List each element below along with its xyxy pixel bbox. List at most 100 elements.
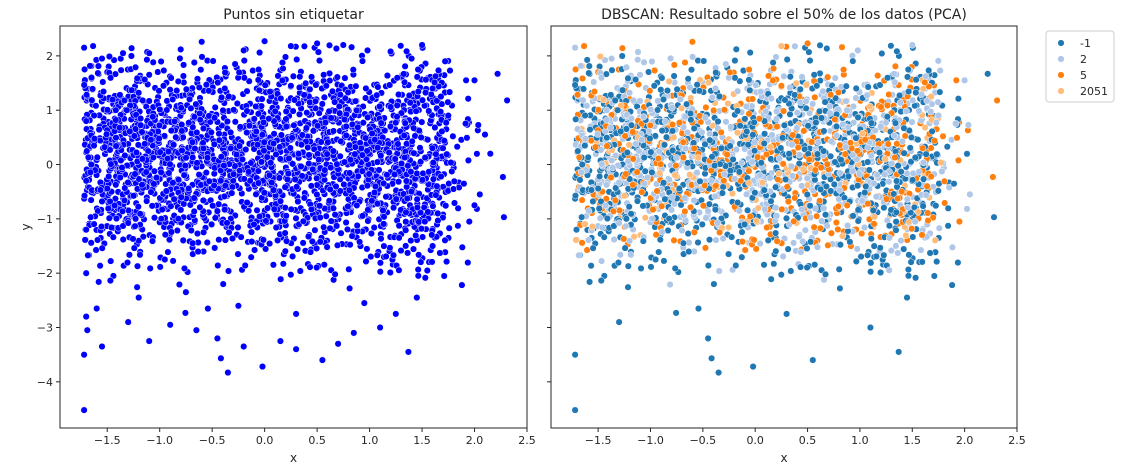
scatter-point <box>82 313 90 321</box>
scatter-point <box>349 66 357 74</box>
scatter-point <box>260 189 268 197</box>
scatter-point <box>98 55 106 63</box>
scatter-point <box>313 244 321 252</box>
scatter-point <box>141 76 149 84</box>
scatter-point <box>373 158 381 166</box>
scatter-point--1 <box>583 56 591 64</box>
x-tick-label: 1.5 <box>413 434 431 447</box>
scatter-point <box>336 152 344 160</box>
scatter-point <box>98 244 106 252</box>
scatter-point <box>437 93 445 101</box>
scatter-point--1 <box>687 66 696 74</box>
scatter-point <box>392 195 400 203</box>
scatter-point <box>391 155 399 163</box>
scatter-point <box>448 167 456 175</box>
scatter-point <box>177 45 185 53</box>
scatter-point <box>141 140 149 148</box>
scatter-point--1 <box>912 274 920 282</box>
scatter-point--1 <box>587 262 595 270</box>
scatter-point-5 <box>583 246 591 254</box>
scatter-point-2 <box>693 169 701 177</box>
scatter-point <box>160 66 168 75</box>
scatter-point <box>177 193 185 201</box>
scatter-point <box>177 206 185 214</box>
scatter-point-5 <box>762 150 771 158</box>
scatter-point <box>193 75 202 83</box>
scatter-point <box>211 244 219 252</box>
scatter-point <box>300 91 308 99</box>
scatter-point <box>112 214 121 223</box>
scatter-point--1 <box>909 233 917 241</box>
scatter-point--1 <box>827 187 835 195</box>
scatter-point-5 <box>651 66 659 75</box>
scatter-point <box>440 272 448 280</box>
scatter-point <box>276 197 285 205</box>
scatter-point <box>294 245 302 253</box>
scatter-point <box>180 264 189 272</box>
scatter-point-5 <box>690 228 698 236</box>
scatter-point-2 <box>849 167 857 175</box>
scatter-point <box>106 277 114 285</box>
scatter-point-2051 <box>754 204 762 212</box>
scatter-point-2 <box>871 127 879 135</box>
scatter-point-5 <box>927 172 935 181</box>
scatter-point-5 <box>712 182 720 190</box>
scatter-point <box>255 66 263 74</box>
scatter-point <box>421 274 429 282</box>
scatter-point-2 <box>681 194 689 202</box>
scatter-point <box>328 87 337 95</box>
scatter-point-2 <box>640 58 648 66</box>
scatter-point-5 <box>748 95 757 103</box>
scatter-point-5 <box>939 132 947 140</box>
scatter-point-5 <box>738 238 746 246</box>
scatter-point--1 <box>907 158 915 166</box>
scatter-point <box>417 225 426 233</box>
scatter-point <box>407 168 415 176</box>
scatter-point--1 <box>749 131 757 139</box>
scatter-point-5 <box>754 153 762 161</box>
scatter-point <box>438 127 446 135</box>
scatter-point <box>203 154 212 162</box>
scatter-point <box>221 206 229 214</box>
scatter-point <box>130 192 138 200</box>
scatter-point <box>245 168 253 176</box>
scatter-point <box>190 207 198 215</box>
scatter-point <box>351 143 359 151</box>
scatter-point <box>267 159 275 167</box>
scatter-point--1 <box>782 214 791 222</box>
scatter-point--1 <box>900 124 908 132</box>
scatter-point <box>380 213 388 221</box>
scatter-point <box>395 222 403 230</box>
scatter-point-5 <box>780 107 788 115</box>
scatter-point <box>81 65 89 73</box>
scatter-point <box>270 186 278 194</box>
scatter-point <box>481 131 489 139</box>
scatter-point-5 <box>891 62 899 70</box>
scatter-point-2051 <box>775 170 783 178</box>
scatter-point--1 <box>584 153 592 161</box>
scatter-point <box>103 130 111 138</box>
scatter-point--1 <box>645 68 653 76</box>
scatter-point--1 <box>903 73 912 81</box>
scatter-point <box>274 236 282 244</box>
scatter-point <box>313 39 321 47</box>
scatter-point--1 <box>622 215 630 223</box>
scatter-point--1 <box>728 233 736 241</box>
scatter-point <box>198 53 206 61</box>
scatter-point <box>379 206 387 214</box>
scatter-point <box>112 134 120 142</box>
scatter-point <box>264 204 272 212</box>
scatter-point <box>294 198 302 206</box>
scatter-point <box>119 235 127 244</box>
scatter-point <box>199 124 208 132</box>
x-tick-label: 0.5 <box>308 434 326 447</box>
scatter-point <box>418 118 426 126</box>
scatter-point-5 <box>769 64 778 73</box>
scatter-point-2 <box>927 108 935 116</box>
scatter-point <box>243 129 251 137</box>
y-tick-label: −1 <box>37 213 53 226</box>
scatter-point <box>155 87 163 95</box>
scatter-point <box>196 116 204 124</box>
scatter-point <box>150 167 158 175</box>
scatter-point <box>284 170 292 178</box>
